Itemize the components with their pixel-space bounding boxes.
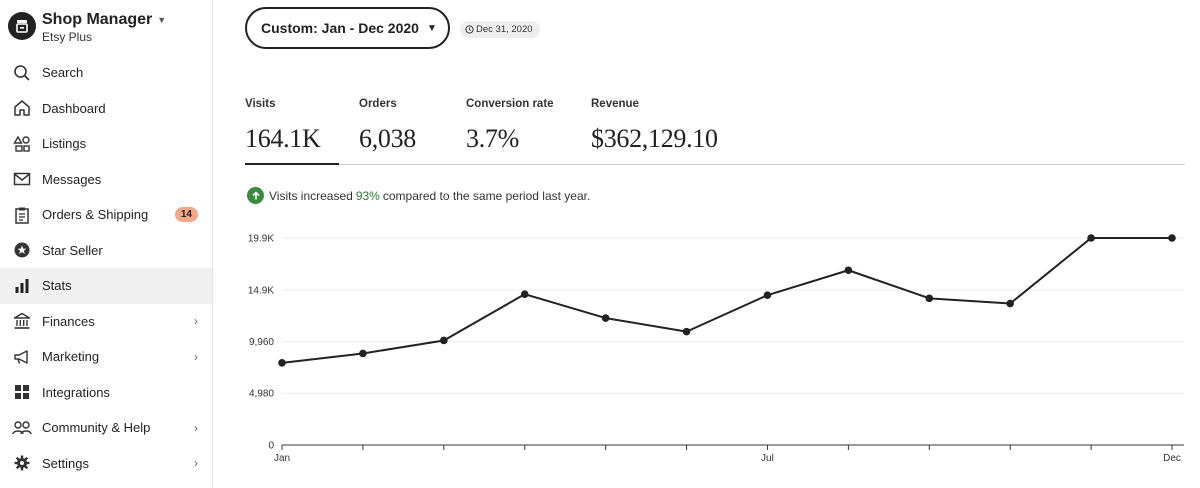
shop-switcher[interactable]: Shop Manager ▼ Etsy Plus xyxy=(8,10,208,50)
kpi-label: Revenue xyxy=(591,98,639,110)
people-icon xyxy=(12,418,32,438)
x-tick-label: Dec xyxy=(1163,453,1181,464)
date-range-dropdown[interactable]: Custom: Jan - Dec 2020 ▼ xyxy=(245,7,450,49)
chevron-right-icon: › xyxy=(194,314,198,329)
chevron-right-icon: › xyxy=(194,420,198,435)
active-kpi-indicator xyxy=(245,163,339,165)
sidebar-item-marketing[interactable]: Marketing › xyxy=(0,339,212,375)
sidebar-item-label: Orders & Shipping xyxy=(42,207,149,223)
sidebar-item-finances[interactable]: Finances › xyxy=(0,304,212,340)
shop-manager-logo-icon xyxy=(8,12,36,40)
stats-main: Custom: Jan - Dec 2020 ▼ Dec 31, 2020 Vi… xyxy=(214,0,1200,488)
sidebar-item-star-seller[interactable]: Star Seller xyxy=(0,233,212,269)
sidebar-item-messages[interactable]: Messages xyxy=(0,162,212,198)
caret-down-icon: ▼ xyxy=(157,15,167,25)
kpi-value: 164.1K xyxy=(245,124,321,153)
data-point xyxy=(763,291,772,300)
y-tick-label: 4,980 xyxy=(249,389,274,400)
caret-down-icon: ▼ xyxy=(426,22,437,34)
x-tick-label: Jan xyxy=(274,453,290,464)
x-tick-label: Jul xyxy=(761,453,774,464)
kpi-orders[interactable]: Orders 6,038 xyxy=(359,98,416,154)
grid-icon xyxy=(12,382,32,402)
sidebar-item-label: Stats xyxy=(42,278,72,294)
sidebar-item-integrations[interactable]: Integrations xyxy=(0,375,212,411)
kpi-visits[interactable]: Visits 164.1K xyxy=(245,98,321,154)
sidebar-item-label: Integrations xyxy=(42,384,110,400)
kpi-label: Conversion rate xyxy=(466,98,554,110)
y-tick-label: 0 xyxy=(268,441,274,452)
clipboard-icon xyxy=(12,205,32,225)
y-tick-label: 9,960 xyxy=(249,337,274,348)
y-tick-label: 19.9K xyxy=(248,234,274,245)
sidebar-item-label: Community & Help xyxy=(42,420,151,436)
star-badge-icon xyxy=(12,240,32,260)
sidebar-item-label: Messages xyxy=(42,171,102,187)
sidebar-item-listings[interactable]: Listings xyxy=(0,126,212,162)
sidebar-item-orders-shipping[interactable]: Orders & Shipping 14 xyxy=(0,197,212,233)
kpi-conversion-rate[interactable]: Conversion rate 3.7% xyxy=(466,98,554,154)
data-point xyxy=(1006,299,1014,308)
data-point xyxy=(844,266,853,275)
sidebar-item-label: Search xyxy=(42,65,84,81)
kpi-value: $362,129.10 xyxy=(591,124,718,153)
kpi-revenue[interactable]: Revenue $362,129.10 xyxy=(591,98,718,154)
sidebar-item-label: Listings xyxy=(42,136,87,152)
kpi-label: Visits xyxy=(245,98,276,110)
sidebar: Shop Manager ▼ Etsy Plus Search Dashboard… xyxy=(0,0,213,488)
sidebar-item-label: Marketing xyxy=(42,349,100,365)
insight-prefix: Visits increased xyxy=(269,188,353,203)
sidebar-item-label: Settings xyxy=(42,455,89,471)
clock-icon xyxy=(465,25,474,34)
series-line-visits xyxy=(281,237,1172,364)
bar-chart-icon xyxy=(12,276,32,296)
mail-icon xyxy=(12,169,32,189)
kpi-value: 6,038 xyxy=(359,124,417,153)
kpi-label: Orders xyxy=(359,98,397,110)
arrow-up-icon xyxy=(247,187,264,204)
sidebar-nav: Search Dashboard Listings Messages Order… xyxy=(0,55,212,481)
sidebar-item-label: Star Seller xyxy=(42,242,103,258)
home-icon xyxy=(12,98,32,118)
data-point xyxy=(278,359,286,367)
data-point xyxy=(520,290,529,298)
last-updated-date: Dec 31, 2020 xyxy=(476,24,533,35)
shapes-icon xyxy=(12,134,32,154)
shop-name: Shop Manager xyxy=(42,11,153,28)
sidebar-item-settings[interactable]: Settings › xyxy=(0,446,212,482)
data-point xyxy=(1087,234,1095,242)
orders-count-badge: 14 xyxy=(174,207,198,223)
data-point xyxy=(440,336,448,345)
y-tick-label: 14.9K xyxy=(248,286,274,297)
data-point xyxy=(359,349,367,358)
search-icon xyxy=(12,63,32,83)
visits-line-chart: 0 4,980 9,960 14.9K 19.9K Jan Jul Dec xyxy=(248,234,1184,464)
gear-icon xyxy=(12,453,32,473)
insight-suffix: compared to the same period last year. xyxy=(382,188,591,203)
shop-plan: Etsy Plus xyxy=(42,30,93,44)
sidebar-item-community-help[interactable]: Community & Help › xyxy=(0,410,212,446)
kpi-divider xyxy=(245,164,1185,165)
data-point xyxy=(1168,234,1176,242)
chevron-right-icon: › xyxy=(194,456,198,471)
data-point xyxy=(682,327,691,336)
date-range-label: Custom: Jan - Dec 2020 xyxy=(261,20,419,36)
data-point xyxy=(925,294,934,303)
sidebar-item-search[interactable]: Search xyxy=(0,55,212,91)
sidebar-item-stats[interactable]: Stats xyxy=(0,268,212,304)
insight-percent: 93% xyxy=(355,188,380,203)
sidebar-item-dashboard[interactable]: Dashboard xyxy=(0,91,212,127)
sidebar-item-label: Dashboard xyxy=(42,100,106,116)
megaphone-icon xyxy=(12,347,32,367)
sidebar-item-label: Finances xyxy=(42,313,95,329)
data-point xyxy=(601,314,610,322)
bank-icon xyxy=(12,311,32,331)
kpi-value: 3.7% xyxy=(466,124,519,153)
visits-insight: Visits increased 93% compared to the sam… xyxy=(247,187,590,204)
chevron-right-icon: › xyxy=(194,349,198,364)
last-updated-chip: Dec 31, 2020 xyxy=(460,21,540,38)
